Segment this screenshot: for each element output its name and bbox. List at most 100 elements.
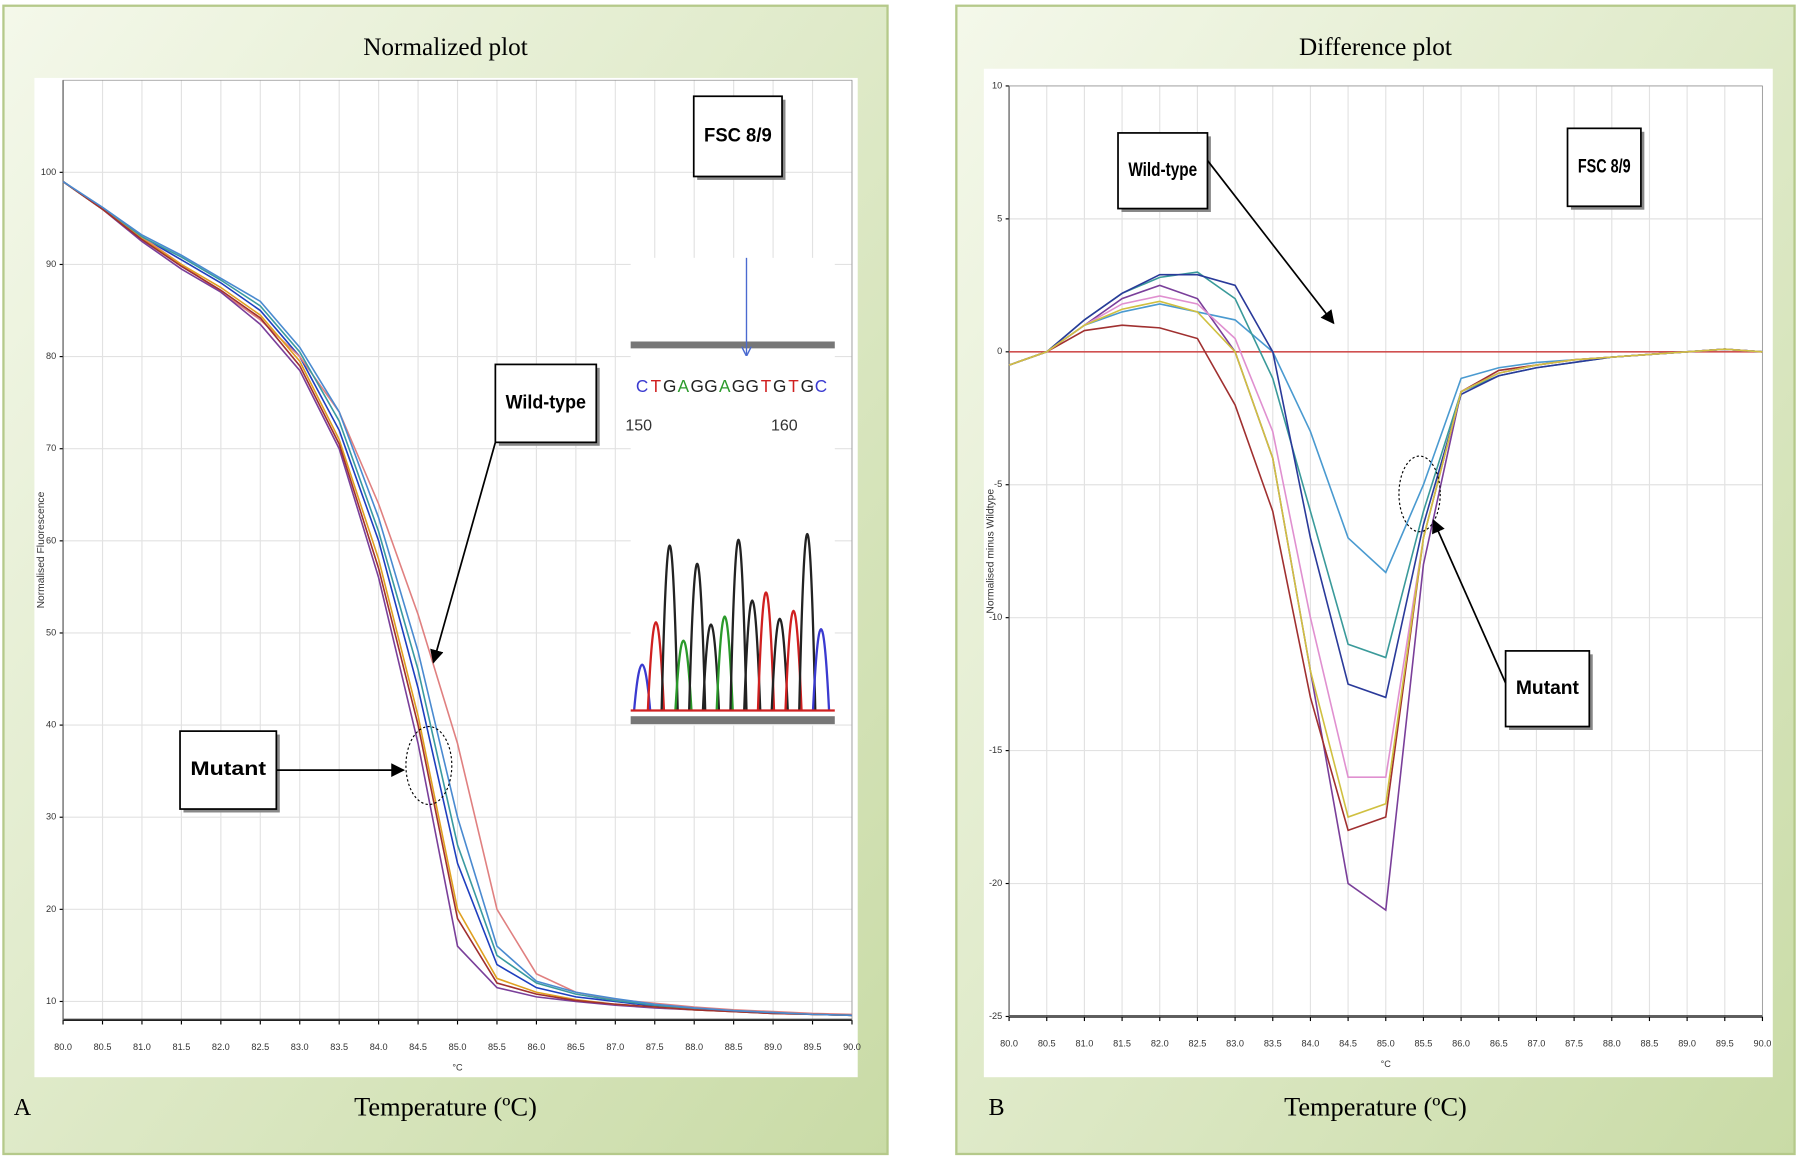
annotation-box: [1504, 650, 1591, 728]
x-tick-label: 83.5: [1264, 1038, 1282, 1048]
x-axis-unit: °C: [1381, 1059, 1392, 1069]
x-tick-label: 80.0: [1000, 1038, 1018, 1048]
x-tick-label: 81.0: [133, 1042, 151, 1052]
x-tick-label: 90.0: [843, 1042, 861, 1052]
y-tick-label: 5: [997, 213, 1002, 223]
y-tick-label: 30: [46, 812, 56, 822]
x-tick-label: 81.5: [1113, 1038, 1131, 1048]
y-tick-label: 70: [46, 443, 56, 453]
chromatogram-peak: [811, 628, 831, 711]
plot-background: [983, 68, 1773, 1078]
y-tick-label: 10: [46, 996, 56, 1006]
highlight-circle: [405, 725, 453, 806]
chromatogram-peak: [798, 532, 817, 711]
panel-label: B: [988, 1095, 1004, 1121]
x-tick-label: 84.5: [409, 1042, 427, 1052]
x-tick-label: 88.0: [685, 1042, 703, 1052]
x-tick-label: 89.0: [764, 1042, 782, 1052]
chart-title: Normalized plot: [363, 34, 528, 61]
y-tick-label: 10: [992, 80, 1002, 90]
sequence-letter: G: [704, 376, 717, 396]
sequence-letter: T: [761, 376, 772, 396]
y-tick-label: 40: [46, 720, 56, 730]
chromatogram-peak: [729, 538, 748, 711]
y-tick-label: -25: [989, 1011, 1002, 1021]
x-tick-label: 87.5: [646, 1042, 664, 1052]
annotation-arrow: [430, 442, 497, 664]
y-tick-label: -5: [994, 479, 1002, 489]
y-tick-label: 50: [46, 627, 56, 637]
annotation-box: [1117, 132, 1209, 210]
x-tick-label: 87.0: [1528, 1038, 1546, 1048]
y-tick-label: 80: [46, 351, 56, 361]
annotation-text: Mutant: [1516, 677, 1580, 699]
x-tick-label: 81.5: [172, 1042, 190, 1052]
y-axis-title: Normalised minus Wildtype: [985, 489, 996, 614]
x-tick-label: 84.0: [370, 1042, 388, 1052]
chromatogram-peak: [756, 591, 776, 711]
x-tick-label: 81.0: [1076, 1038, 1094, 1048]
x-axis-title: Temperature (ºC): [354, 1092, 537, 1121]
x-tick-label: 83.5: [330, 1042, 348, 1052]
annotation-box: [1566, 127, 1642, 208]
series-line: [1008, 300, 1763, 819]
series-line: [62, 180, 853, 1017]
x-tick-label: 80.5: [1038, 1038, 1056, 1048]
x-tick-label: 87.0: [606, 1042, 624, 1052]
x-tick-label: 86.0: [1452, 1038, 1470, 1048]
x-tick-label: 84.0: [1302, 1038, 1320, 1048]
x-tick-label: 88.5: [725, 1042, 743, 1052]
chromatogram-peak: [770, 617, 789, 711]
y-tick-label: -20: [989, 878, 1002, 888]
annotation-text: FSC 8/9: [704, 125, 772, 147]
series-line: [62, 180, 853, 1017]
x-tick-label: 86.0: [528, 1042, 546, 1052]
chromatogram-peak: [701, 623, 721, 711]
x-tick-label: 82.5: [251, 1042, 269, 1052]
x-axis-title: Temperature (ºC): [1284, 1092, 1467, 1121]
plot-border: [1008, 85, 1763, 1017]
y-tick-label: 90: [46, 259, 56, 269]
x-tick-label: 83.0: [291, 1042, 309, 1052]
x-axis-unit: °C: [452, 1062, 463, 1072]
x-tick-label: 84.5: [1339, 1038, 1357, 1048]
sequence-letter: C: [815, 376, 827, 396]
x-tick-label: 87.5: [1565, 1038, 1583, 1048]
x-tick-label: 89.5: [804, 1042, 822, 1052]
y-tick-label: 20: [46, 904, 56, 914]
annotation-arrow: [1206, 159, 1335, 325]
annotation-text: Wild-type: [506, 392, 586, 414]
chromatogram-peak: [743, 599, 762, 711]
x-tick-label: 89.5: [1716, 1038, 1734, 1048]
sequence-position: 160: [771, 417, 798, 435]
sequence-letter: T: [788, 376, 799, 396]
x-tick-label: 86.5: [1490, 1038, 1508, 1048]
x-tick-label: 83.0: [1226, 1038, 1244, 1048]
sequence-position: 150: [625, 417, 652, 435]
y-axis-title: Normalised Fluorescence: [36, 491, 47, 608]
x-tick-label: 82.0: [1151, 1038, 1169, 1048]
x-tick-label: 80.5: [94, 1042, 112, 1052]
annotation-text: Mutant: [190, 758, 266, 780]
x-tick-label: 85.0: [449, 1042, 467, 1052]
sequence-letter: C: [636, 376, 648, 396]
chromatogram-peak: [660, 544, 679, 711]
annotation-arrow: [1432, 519, 1507, 684]
panel-label: A: [14, 1095, 32, 1121]
sequence-letter: G: [746, 376, 759, 396]
x-tick-label: 85.0: [1377, 1038, 1395, 1048]
x-tick-label: 82.0: [212, 1042, 230, 1052]
x-tick-label: 80.0: [54, 1042, 72, 1052]
chart-title: Difference plot: [1299, 34, 1452, 61]
inset-bar: [630, 716, 835, 725]
y-tick-label: 100: [41, 167, 56, 177]
sequence-letter: G: [773, 376, 786, 396]
x-tick-label: 82.5: [1189, 1038, 1207, 1048]
annotation-box: [179, 730, 278, 810]
annotation-box: [494, 363, 598, 444]
x-tick-label: 88.5: [1641, 1038, 1659, 1048]
x-tick-label: 89.0: [1678, 1038, 1696, 1048]
annotation-box: [692, 95, 783, 178]
sequence-letter: G: [690, 376, 703, 396]
